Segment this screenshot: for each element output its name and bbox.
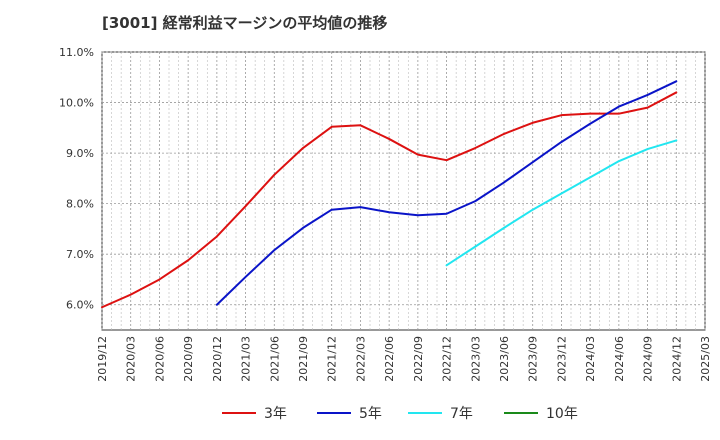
x-tick-label: 2022/12 (441, 336, 454, 382)
x-tick-label: 2020/03 (125, 336, 138, 382)
x-tick-label: 2024/12 (670, 336, 683, 382)
series-layer (101, 80, 678, 309)
x-tick-label: 2021/12 (326, 336, 339, 382)
legend-label: 10年 (546, 406, 578, 422)
y-tick-label: 7.0% (66, 248, 94, 261)
x-tick-label: 2025/03 (699, 336, 712, 382)
y-tick-label: 10.0% (59, 97, 94, 110)
series-line (445, 139, 678, 267)
x-tick-label: 2023/12 (555, 336, 568, 382)
x-tick-label: 2019/12 (96, 336, 109, 382)
legend-label: 7年 (450, 406, 473, 422)
x-tick-label: 2020/09 (182, 336, 195, 382)
x-tick-label: 2024/03 (584, 336, 597, 382)
x-tick-label: 2021/09 (297, 336, 310, 382)
x-tick-label: 2020/06 (153, 336, 166, 382)
x-tick-label: 2022/09 (412, 336, 425, 382)
plot-area (101, 51, 706, 331)
legend: 3年 5年 7年 10年 (222, 406, 578, 422)
y-tick-label: 8.0% (66, 198, 94, 211)
x-tick-label: 2023/03 (469, 336, 482, 382)
grid-layer (101, 51, 706, 331)
x-tick-label: 2021/06 (268, 336, 281, 382)
series-line (101, 91, 678, 309)
axis-layer: 6.0% 7.0% 8.0% 9.0% 10.0% 11.0% 2019/12 2020/03… (59, 46, 712, 382)
x-tick-label: 2022/06 (383, 336, 396, 382)
x-tick-label: 2023/09 (527, 336, 540, 382)
y-tick-label: 9.0% (66, 147, 94, 160)
x-tick-label: 2021/03 (240, 336, 253, 382)
x-tick-label: 2023/06 (498, 336, 511, 382)
x-tick-label: 2022/03 (354, 336, 367, 382)
y-tick-label: 6.0% (66, 299, 94, 312)
x-tick-label: 2024/09 (642, 336, 655, 382)
chart-title: [3001] 経常利益マージンの平均値の推移 (102, 14, 388, 32)
y-tick-label: 11.0% (59, 46, 94, 59)
legend-label: 3年 (264, 406, 287, 422)
legend-label: 5年 (359, 406, 382, 422)
x-tick-label: 2020/12 (211, 336, 224, 382)
series-line (215, 80, 678, 306)
x-tick-label: 2024/06 (613, 336, 626, 382)
